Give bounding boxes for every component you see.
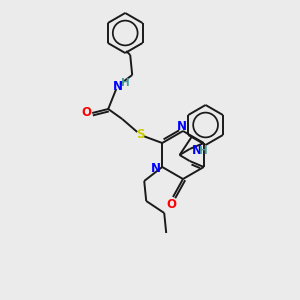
Text: S: S <box>136 128 145 142</box>
Text: H: H <box>199 146 208 156</box>
Text: O: O <box>166 197 176 211</box>
Text: N: N <box>113 80 123 92</box>
Text: N: N <box>151 161 161 175</box>
Text: H: H <box>121 78 130 88</box>
Text: O: O <box>81 106 91 119</box>
Text: N: N <box>177 119 187 133</box>
Text: N: N <box>192 145 202 158</box>
